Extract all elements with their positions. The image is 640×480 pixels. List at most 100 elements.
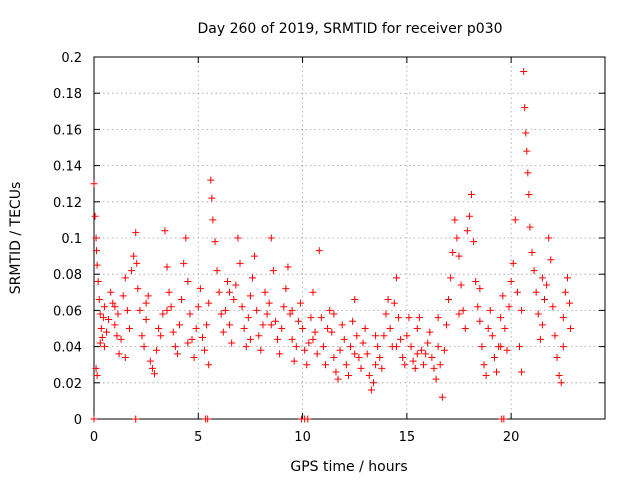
data-point	[545, 234, 553, 242]
data-point	[246, 292, 254, 300]
data-point	[240, 325, 248, 332]
data-point	[330, 310, 338, 318]
data-point	[490, 353, 498, 361]
data-point	[330, 353, 338, 361]
data-point	[111, 303, 119, 311]
data-point	[543, 281, 551, 289]
data-point	[392, 274, 400, 282]
data-point	[455, 252, 463, 260]
data-point	[93, 247, 101, 255]
data-point	[226, 288, 234, 296]
data-point	[301, 346, 309, 354]
x-axis-title: GPS time / hours	[290, 459, 407, 475]
data-point	[407, 343, 415, 351]
data-point	[284, 263, 292, 271]
data-point	[524, 169, 532, 177]
data-point	[217, 310, 225, 318]
data-point	[196, 285, 204, 293]
data-point	[271, 317, 279, 325]
data-point	[518, 306, 526, 314]
data-point	[451, 216, 459, 224]
data-point	[296, 299, 304, 307]
data-point	[372, 361, 380, 369]
data-point	[99, 314, 107, 322]
data-point	[205, 361, 213, 369]
data-point	[165, 288, 173, 296]
data-point	[226, 321, 234, 329]
data-point	[365, 372, 373, 380]
data-point	[176, 321, 184, 329]
data-point	[311, 328, 319, 336]
data-point	[190, 353, 198, 361]
y-axis-title: SRMTID / TECUs	[8, 182, 24, 295]
data-point	[186, 310, 194, 318]
data-point	[119, 292, 127, 300]
data-point	[157, 332, 165, 340]
data-point	[144, 292, 152, 300]
data-point	[132, 229, 140, 237]
data-point	[203, 321, 211, 329]
data-point	[111, 321, 119, 329]
data-point	[476, 317, 484, 325]
data-point	[100, 343, 108, 351]
data-point	[549, 303, 557, 311]
data-point	[468, 191, 476, 199]
data-point	[357, 364, 365, 372]
data-point	[434, 343, 442, 351]
data-point	[426, 328, 434, 336]
data-point	[255, 332, 263, 340]
data-point	[274, 335, 282, 343]
data-point	[242, 343, 250, 351]
x-tick-label: 20	[503, 430, 520, 445]
data-point	[465, 212, 473, 220]
y-tick-label: 0.04	[53, 341, 82, 356]
data-point	[232, 281, 240, 289]
data-point	[334, 375, 342, 383]
data-point	[478, 343, 486, 351]
data-point	[525, 191, 533, 199]
data-point	[476, 285, 484, 293]
data-point	[276, 350, 284, 358]
data-point	[163, 263, 171, 271]
data-point	[309, 288, 317, 296]
data-point	[180, 259, 188, 267]
data-point	[146, 357, 154, 365]
data-point	[303, 361, 311, 369]
data-point	[130, 252, 138, 260]
data-point	[249, 274, 257, 282]
data-point	[534, 310, 542, 318]
data-point	[251, 252, 259, 260]
data-point	[538, 274, 546, 282]
data-point	[304, 415, 312, 423]
chart-title: Day 260 of 2019, SRMTID for receiver p03…	[197, 21, 502, 37]
data-point	[138, 332, 146, 340]
data-point	[430, 364, 438, 372]
data-point	[486, 306, 494, 314]
y-tick-label: 0.2	[61, 51, 82, 66]
data-point	[267, 321, 275, 329]
data-point	[169, 328, 177, 336]
data-point	[518, 368, 526, 376]
data-point	[499, 292, 507, 300]
data-point	[428, 353, 436, 361]
data-point	[480, 361, 488, 369]
data-point	[288, 306, 296, 314]
data-point	[92, 364, 100, 372]
data-point	[559, 314, 567, 322]
data-point	[178, 296, 186, 304]
data-point	[93, 261, 101, 269]
data-point	[244, 314, 252, 322]
data-point	[91, 212, 99, 220]
data-point	[105, 315, 113, 323]
data-point	[470, 238, 478, 246]
data-point	[236, 259, 244, 267]
data-point	[380, 332, 388, 340]
data-point	[555, 372, 563, 380]
data-point	[103, 328, 111, 336]
data-point	[205, 299, 213, 307]
data-point	[96, 310, 104, 318]
data-point	[209, 216, 217, 224]
data-point	[415, 314, 423, 322]
data-point	[328, 328, 336, 336]
data-point	[355, 353, 363, 361]
